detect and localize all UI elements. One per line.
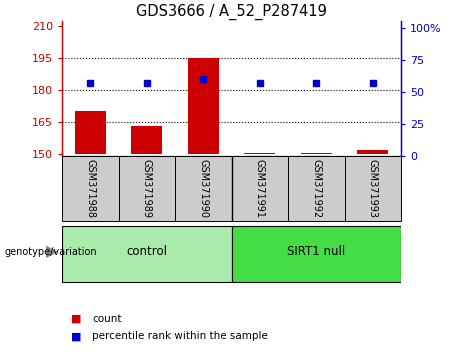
Bar xyxy=(62,156,118,221)
Text: count: count xyxy=(92,314,122,324)
Bar xyxy=(231,156,288,221)
Bar xyxy=(357,150,388,154)
Bar xyxy=(344,156,401,221)
Bar xyxy=(131,126,162,154)
Bar xyxy=(288,156,344,221)
Bar xyxy=(75,111,106,154)
Bar xyxy=(62,226,231,282)
Bar xyxy=(301,153,332,154)
Text: genotype/variation: genotype/variation xyxy=(5,247,97,257)
Text: GSM371989: GSM371989 xyxy=(142,159,152,218)
Bar xyxy=(231,226,401,282)
Text: GSM371990: GSM371990 xyxy=(198,159,208,218)
Text: GSM371992: GSM371992 xyxy=(311,159,321,218)
Polygon shape xyxy=(46,245,58,258)
Text: percentile rank within the sample: percentile rank within the sample xyxy=(92,331,268,341)
Title: GDS3666 / A_52_P287419: GDS3666 / A_52_P287419 xyxy=(136,4,327,20)
Text: GSM371991: GSM371991 xyxy=(255,159,265,218)
Bar xyxy=(118,156,175,221)
Text: ■: ■ xyxy=(71,331,82,341)
Text: ■: ■ xyxy=(71,314,82,324)
Text: SIRT1 null: SIRT1 null xyxy=(287,245,345,258)
Bar xyxy=(244,153,275,154)
Bar xyxy=(188,58,219,154)
Text: GSM371988: GSM371988 xyxy=(85,159,95,218)
Text: GSM371993: GSM371993 xyxy=(368,159,378,218)
Text: control: control xyxy=(126,245,167,258)
Bar xyxy=(175,156,231,221)
